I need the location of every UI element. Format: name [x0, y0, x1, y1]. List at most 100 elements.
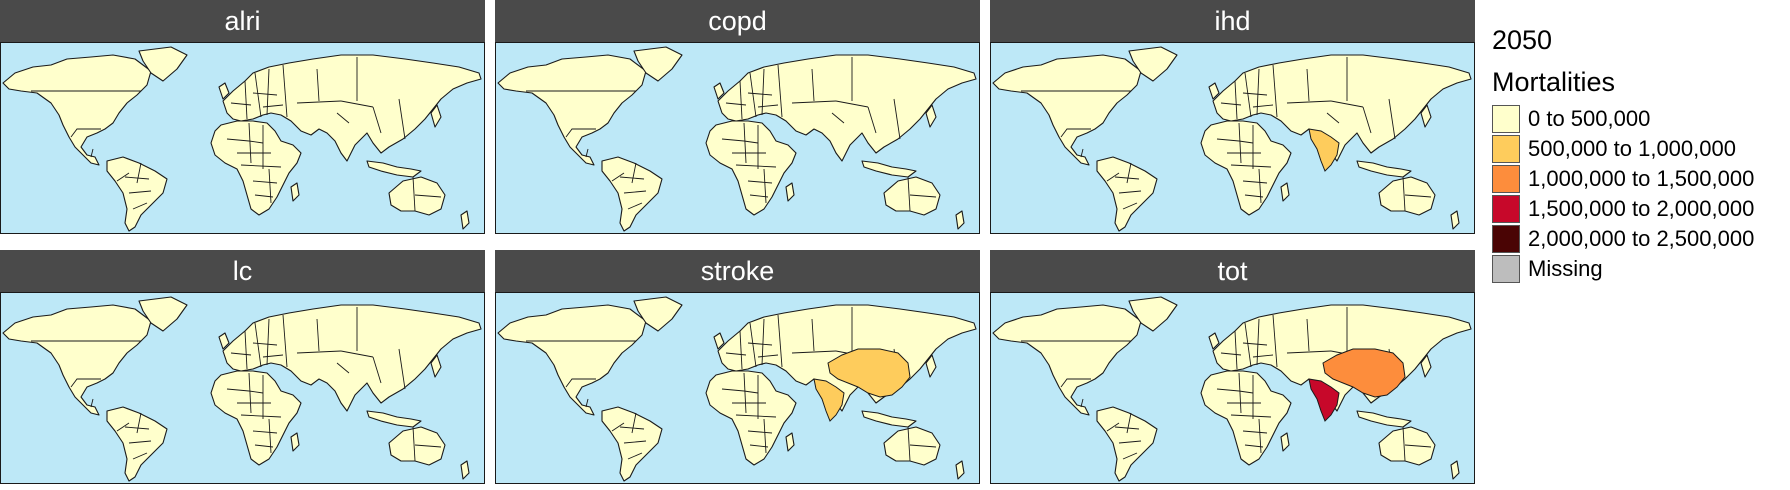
country-border [743, 122, 747, 164]
landmass-greenland [138, 46, 188, 82]
country-border [136, 412, 142, 434]
country-border [268, 168, 272, 204]
landmass-japan [430, 354, 442, 378]
country-border [316, 318, 320, 352]
landmass-africa [705, 370, 797, 466]
country-border [336, 112, 350, 124]
country-border [90, 148, 94, 158]
panel-title: lc [0, 250, 485, 292]
landmass-uk [713, 332, 725, 350]
world-map [992, 46, 1472, 232]
country-border [414, 444, 442, 448]
landmass-japan [1420, 104, 1432, 128]
country-border [1326, 112, 1340, 124]
landmass-australia [388, 426, 446, 466]
landmass-japan [925, 104, 937, 128]
country-border [1122, 202, 1138, 210]
map-tot [990, 292, 1475, 484]
panel-title: copd [495, 0, 980, 42]
country-border [893, 98, 901, 140]
country-border [757, 104, 779, 108]
country-border [70, 128, 101, 138]
landmass-south-america [601, 156, 663, 232]
landmass-japan [1420, 354, 1432, 378]
country-border [721, 388, 745, 392]
landmass-uk [218, 82, 230, 100]
country-border [296, 100, 342, 104]
legend-swatch [1492, 135, 1520, 163]
country-border [336, 362, 350, 374]
landmass-africa [210, 370, 302, 466]
legend-title: Mortalities [1492, 67, 1616, 97]
country-border [254, 444, 274, 448]
country-border [1230, 164, 1272, 168]
country-border [1244, 194, 1264, 198]
panel-stroke: stroke [495, 250, 980, 490]
country-border [1238, 372, 1242, 414]
country-border [1272, 314, 1278, 368]
map-alri [0, 42, 485, 234]
country-border [619, 426, 645, 430]
landmass-new-zealand [955, 460, 965, 480]
country-border [252, 342, 278, 346]
country-border [116, 422, 130, 432]
landmass-africa [1200, 370, 1292, 466]
country-border [909, 194, 937, 198]
country-border [230, 102, 252, 106]
country-border [248, 122, 252, 164]
legend-label: 0 to 500,000 [1528, 106, 1651, 131]
landmass-north-america [2, 304, 152, 416]
landmass-indonesia [366, 410, 422, 428]
country-border [1118, 190, 1142, 194]
country-border [739, 330, 743, 370]
country-border [414, 194, 442, 198]
landmass-indonesia [861, 410, 917, 428]
country-border [1306, 68, 1310, 102]
landmass-south-america [106, 156, 168, 232]
country-border [749, 322, 757, 368]
landmass-new-zealand [1450, 210, 1460, 230]
map-lc [0, 292, 485, 484]
country-border [116, 172, 130, 182]
country-border [254, 72, 262, 118]
landmass-eurasia [222, 304, 482, 412]
country-border [252, 430, 278, 434]
country-border [1404, 194, 1432, 198]
landmass-new-zealand [1450, 460, 1460, 480]
world-map [2, 46, 482, 232]
landmass-greenland [1128, 46, 1178, 82]
country-border [340, 100, 374, 108]
country-border [747, 92, 773, 96]
country-border [124, 176, 150, 180]
country-border [1272, 64, 1278, 118]
country-border [1126, 162, 1132, 184]
country-border [611, 422, 625, 432]
country-border [268, 418, 272, 454]
country-border [1404, 444, 1432, 448]
landmass-indonesia [1356, 160, 1412, 178]
country-border [282, 314, 288, 368]
country-border [1230, 414, 1272, 418]
landmass-north-america [992, 54, 1142, 166]
country-border [226, 138, 250, 142]
country-china [1322, 348, 1406, 398]
country-border [266, 68, 270, 116]
landmass-madagascar [1280, 432, 1290, 452]
legend-label: 2,000,000 to 2,500,000 [1528, 226, 1755, 251]
landmass-australia [883, 176, 941, 216]
country-border [743, 390, 759, 394]
country-border [1080, 398, 1084, 408]
country-border [631, 412, 637, 434]
country-border [623, 190, 647, 194]
country-border [132, 452, 148, 460]
country-border [244, 330, 248, 370]
country-border [909, 444, 937, 448]
country-border [735, 414, 777, 418]
country-border [90, 398, 94, 408]
country-border [1242, 342, 1268, 346]
country-border [296, 350, 342, 354]
map-stroke [495, 292, 980, 484]
landmass-greenland [1128, 296, 1178, 332]
country-border [412, 426, 416, 462]
panel-title: stroke [495, 250, 980, 292]
